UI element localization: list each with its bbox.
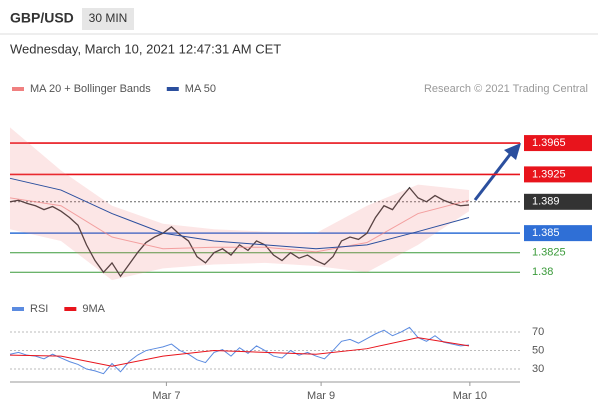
level-label: 1.3925 [532, 168, 566, 180]
x-tick-label: Mar 10 [453, 390, 487, 402]
level-box [524, 193, 592, 210]
series-line [9, 326, 470, 375]
series-line [9, 177, 470, 250]
series-line [9, 186, 470, 278]
level-box [524, 166, 592, 183]
series-line [9, 197, 470, 253]
legend-label: MA 20 + Bollinger Bands [30, 83, 151, 95]
interval-box [82, 8, 134, 30]
interval: 30 MIN [89, 11, 128, 25]
level-box [524, 135, 592, 152]
bollinger-band [10, 127, 469, 281]
legend-label: MA 50 [185, 83, 216, 95]
level-label: 1.3825 [532, 247, 566, 259]
y-tick-label: 50 [532, 344, 544, 356]
x-tick-label: Mar 9 [307, 390, 335, 402]
x-tick-label: Mar 7 [152, 390, 180, 402]
credit: Research © 2021 Trading Central [424, 83, 588, 95]
level-label: 1.38 [532, 266, 553, 278]
level-box [524, 225, 592, 242]
timestamp: Wednesday, March 10, 2021 12:47:31 AM CE… [10, 41, 281, 56]
level-label: 1.385 [532, 227, 560, 239]
legend-swatch [12, 307, 24, 311]
legend-swatch [64, 307, 77, 311]
y-tick-label: 70 [532, 326, 544, 338]
legend-label: RSI [30, 303, 48, 315]
level-label: 1.389 [532, 196, 560, 208]
trend-arrow [473, 151, 514, 201]
level-label: 1.3965 [532, 137, 566, 149]
legend-swatch [166, 87, 179, 91]
symbol: GBP/USD [10, 10, 74, 26]
y-tick-label: 30 [532, 363, 544, 375]
legend-swatch [12, 87, 24, 91]
series-line [9, 337, 470, 367]
legend-label: 9MA [82, 303, 105, 315]
arrow-head [504, 143, 521, 160]
